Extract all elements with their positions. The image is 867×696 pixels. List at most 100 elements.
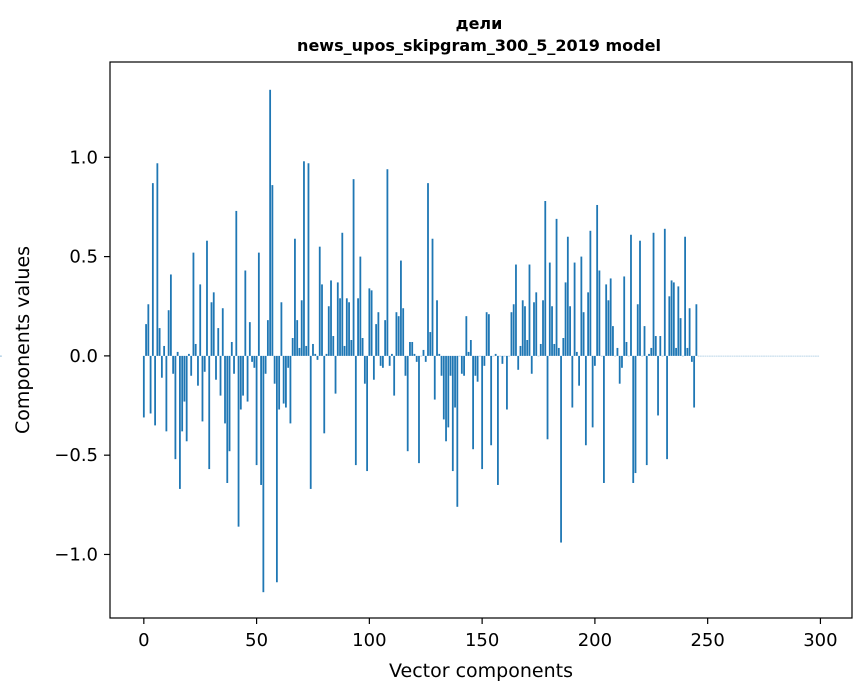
- bar-component-22: [192, 252, 195, 356]
- bar-component-240: [684, 236, 686, 356]
- x-axis-label: Vector components: [389, 660, 573, 682]
- x-tick-label: 0: [138, 630, 149, 651]
- bar-component-189: [569, 306, 571, 356]
- bar-component-30: [210, 302, 213, 356]
- bar-component-59: [275, 355, 278, 583]
- bar-component-69: [298, 347, 301, 356]
- bar-component-165: [515, 264, 517, 356]
- bar-component-14: [174, 355, 177, 460]
- bar-component-186: [562, 338, 565, 356]
- bar-component-226: [652, 232, 655, 356]
- bar-component-129: [433, 355, 436, 400]
- bar-component-156: [494, 353, 497, 356]
- bar-component-76: [314, 353, 317, 356]
- bar-component-229: [659, 336, 662, 356]
- bar-component-63: [285, 355, 287, 408]
- x-tick-label: 200: [578, 630, 612, 651]
- bar-component-37: [226, 355, 229, 483]
- bar-component-131: [438, 353, 441, 356]
- bar-component-106: [381, 355, 384, 368]
- bar-component-154: [490, 355, 493, 446]
- bar-component-46: [246, 355, 249, 402]
- bar-component-157: [497, 355, 499, 485]
- x-tick-label: 250: [690, 630, 724, 651]
- bar-component-80: [323, 355, 326, 434]
- bar-component-214: [625, 341, 628, 356]
- x-tick-label: 150: [465, 630, 499, 651]
- bar-component-49: [253, 355, 256, 368]
- bar-component-10: [165, 355, 168, 432]
- bars-group: [0, 89, 820, 593]
- bar-component-199: [591, 355, 594, 428]
- bar-component-43: [239, 355, 242, 410]
- bar-component-195: [582, 312, 585, 356]
- bar-component-205: [605, 284, 608, 356]
- bar-component-72: [305, 345, 308, 356]
- bar-component-116: [404, 355, 407, 376]
- bar-component-58: [273, 355, 276, 384]
- bar-component-32: [215, 355, 217, 380]
- bar-component-183: [555, 218, 558, 356]
- bar-component-121: [415, 355, 418, 362]
- bar-component-90: [345, 298, 348, 356]
- bar-component-238: [679, 318, 682, 356]
- bar-component-231: [663, 228, 666, 356]
- bar-component-102: [372, 355, 375, 380]
- bar-component-177: [542, 300, 544, 356]
- bar-component-170: [526, 340, 529, 356]
- bar-component-24: [197, 355, 199, 386]
- bar-component-111: [393, 355, 396, 396]
- x-tick-label: 50: [245, 630, 268, 651]
- bar-component-81: [325, 353, 328, 356]
- bar-component-242: [688, 308, 691, 356]
- bar-component-57: [271, 185, 274, 356]
- chart-subtitle: news_upos_skipgram_300_5_2019 model: [297, 36, 661, 55]
- bar-component-234: [670, 280, 673, 356]
- bar-component-9: [163, 345, 166, 356]
- bar-component-135: [447, 355, 450, 428]
- bar-component-127: [429, 332, 432, 356]
- bar-component-174: [535, 292, 538, 356]
- bar-component-139: [456, 355, 459, 507]
- bar-component-8: [160, 355, 163, 378]
- bar-component-68: [296, 320, 299, 356]
- bar-component-126: [427, 183, 429, 356]
- bar-component-173: [533, 302, 535, 356]
- bar-component-42: [237, 355, 240, 527]
- bar-component-25: [199, 284, 202, 356]
- bar-component-93: [352, 179, 355, 356]
- bar-component-218: [634, 355, 637, 474]
- bar-component-132: [440, 355, 443, 376]
- bar-component-120: [413, 353, 416, 356]
- y-tick-label: −0.5: [54, 445, 98, 466]
- bar-component-161: [506, 355, 508, 410]
- bar-component-222: [643, 326, 646, 356]
- bar-component-223: [645, 355, 648, 466]
- bar-component-166: [517, 355, 520, 370]
- bar-component-117: [406, 355, 409, 452]
- bar-component-241: [686, 347, 689, 356]
- bar-component-244: [693, 355, 696, 408]
- bar-component-148: [476, 355, 479, 382]
- y-tick-label: 1.0: [69, 147, 98, 168]
- bar-component-210: [616, 347, 619, 356]
- bar-component-12: [169, 274, 172, 356]
- bar-component-109: [388, 355, 391, 366]
- bar-component-233: [668, 296, 671, 356]
- bar-component-188: [566, 236, 569, 356]
- bar-component-194: [580, 256, 583, 356]
- x-axis-ticks: 0 50 100 150 200 250 300: [138, 618, 838, 651]
- bar-component-141: [460, 355, 463, 374]
- bar-component-55: [266, 320, 269, 356]
- bar-component-225: [650, 347, 653, 356]
- bar-component-107: [384, 320, 387, 356]
- bar-component-113: [397, 316, 400, 356]
- bar-component-118: [409, 341, 411, 356]
- bar-component-11: [167, 310, 170, 356]
- bar-component-92: [350, 340, 353, 356]
- bar-component-105: [379, 355, 382, 366]
- bar-component-212: [621, 355, 623, 368]
- bar-component-71: [303, 161, 305, 356]
- bar-component-137: [451, 355, 454, 472]
- bar-component-112: [395, 312, 398, 356]
